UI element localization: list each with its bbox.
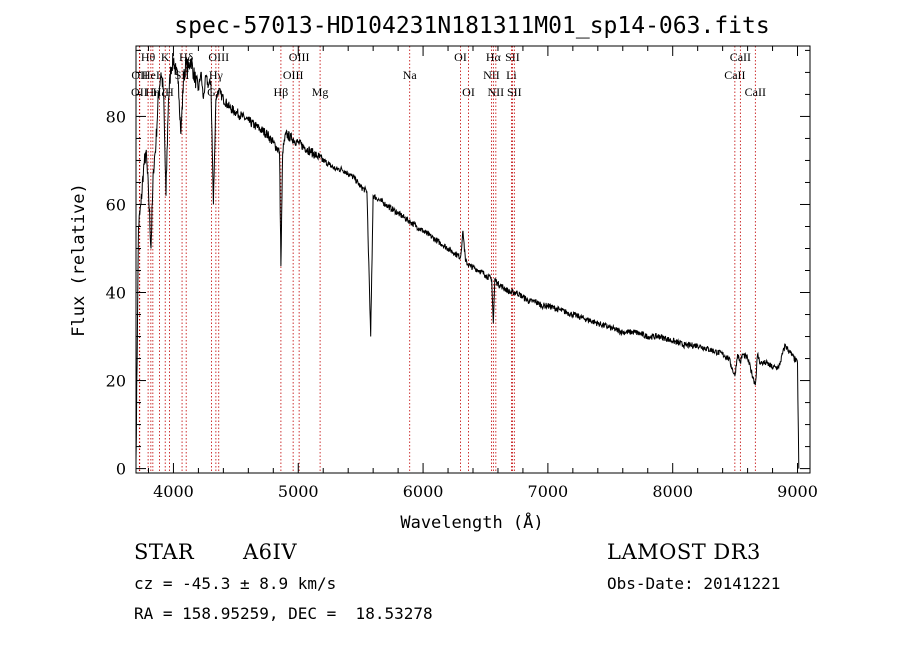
spectral-line-label: K [161,50,170,64]
spectral-line-label: OIII [283,68,304,82]
observation-date: Obs-Date: 20141221 [607,574,781,593]
y-tick-label: 80 [106,107,126,126]
spectral-line-markers: OIIOIIHηHθHeIHζKHSIIHδGHγOIIIHβOIIIOIIIM… [131,46,766,473]
spectral-line-label: CaII [745,85,766,99]
spectral-line-label: Hγ [209,68,224,82]
x-tick-label: 4000 [153,482,194,501]
spectrum-line [135,52,800,469]
x-tick-label: 7000 [528,482,569,501]
x-tick-label: 9000 [777,482,818,501]
spectral-line-label: NII [488,85,505,99]
spectral-line-label: Mg [312,85,329,99]
spectral-line-label: OI [454,50,467,64]
spectral-line-label: SII [507,85,522,99]
spectral-line-label: CaII [724,68,745,82]
redshift-velocity: cz = -45.3 ± 8.9 km/s [134,574,337,593]
y-tick-label: 60 [106,195,126,214]
spectral-line-label: SII [505,50,520,64]
spectral-line-label: HeI [142,68,160,82]
coordinates: RA = 158.95259, DEC = 18.53278 [134,604,433,623]
spectral-line-label: Hθ [141,50,156,64]
spectral-line-label: NII [483,68,500,82]
spectral-line-label: Hδ [179,50,194,64]
spectral-line-label: Hα [486,50,502,64]
y-axis-title: Flux (relative) [69,183,89,337]
spectral-line-label: OIII [208,50,229,64]
spectral-line-label: G [207,85,216,99]
x-axis-title: Wavelength (Å) [400,511,543,533]
spectral-line-label: Hη [145,85,160,99]
spectrum-series [135,52,800,469]
axis-ticks: 4000 5000 6000 7000 8000 9000 0 20 40 60 80 [106,46,818,501]
y-tick-label: 40 [106,284,126,303]
object-type: STAR [134,540,195,564]
x-tick-label: 5000 [278,482,319,501]
spectral-line-label: Na [403,68,418,82]
y-tick-label: 0 [116,460,126,479]
spectral-subclass: A6IV [243,540,297,564]
spectral-line-label: Hβ [274,85,289,99]
x-tick-label: 8000 [652,482,693,501]
spectral-line-label: OI [462,85,475,99]
y-tick-label: 20 [106,372,126,391]
spectral-line-label: Li [506,68,517,82]
chart-title: spec-57013-HD104231N181311M01_sp14-063.f… [174,13,769,39]
spectral-line-label: CaII [730,50,751,64]
x-tick-label: 6000 [403,482,444,501]
survey-name: LAMOST DR3 [607,540,761,564]
spectral-line-label: OIII [289,50,310,64]
